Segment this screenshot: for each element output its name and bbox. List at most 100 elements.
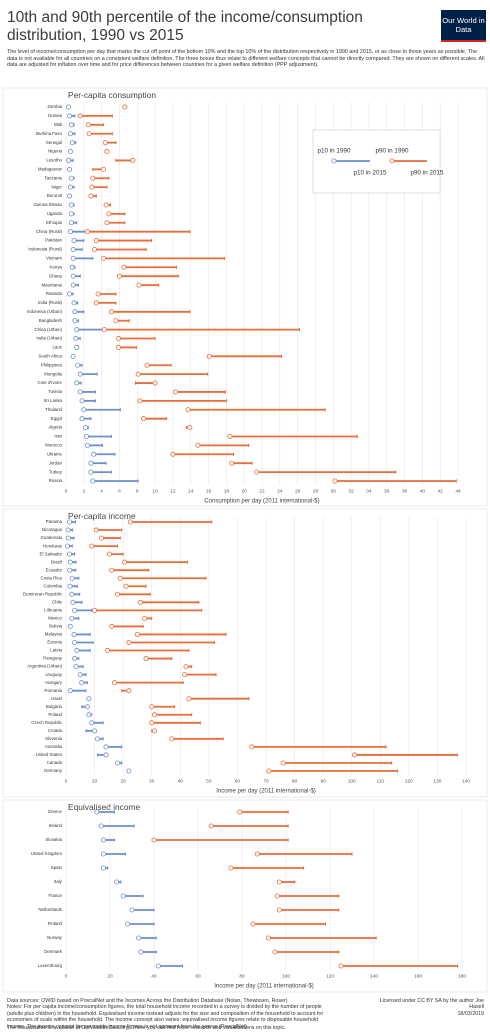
- x-tick-label: 160: [414, 973, 422, 979]
- category-label: Honduras: [43, 543, 63, 548]
- category-label: Ghana: [49, 273, 63, 278]
- start-point: [67, 113, 73, 119]
- category-label: Slovenia: [45, 736, 62, 741]
- start-point: [84, 229, 90, 235]
- start-point: [103, 744, 109, 750]
- category-label: United States: [36, 752, 63, 757]
- start-point: [93, 238, 99, 244]
- category-label: Italy: [54, 879, 63, 884]
- start-point: [68, 122, 74, 128]
- category-label: China (Urban): [34, 327, 62, 332]
- x-tick-label: 40: [151, 973, 157, 979]
- x-tick-label: 40: [420, 488, 426, 494]
- start-point: [250, 921, 256, 927]
- x-tick-label: 20: [107, 973, 113, 979]
- x-tick-label: 30: [331, 488, 337, 494]
- start-point: [77, 389, 83, 395]
- start-point: [93, 300, 99, 306]
- start-point: [66, 551, 72, 557]
- start-point: [98, 823, 104, 829]
- footer-link[interactable]: The visualization is available at OurWor…: [7, 1025, 286, 1031]
- category-label: Chile: [52, 599, 63, 604]
- start-point: [114, 760, 120, 766]
- legend-label: p10 in 2015: [354, 170, 387, 177]
- category-label: Latvia: [50, 648, 62, 653]
- x-tick-label: 2: [82, 488, 85, 494]
- start-point: [101, 327, 107, 333]
- start-point: [69, 140, 75, 146]
- legend-label: p10 in 1990: [318, 148, 351, 155]
- start-point: [152, 712, 158, 718]
- category-label: France: [48, 893, 62, 898]
- category-label: Uganda: [47, 211, 63, 216]
- start-point: [92, 607, 98, 613]
- footer-license: Licensed under CC BY SA by the author Jo…: [368, 998, 484, 1017]
- category-label: South Africa: [38, 353, 62, 358]
- start-point: [117, 575, 123, 581]
- x-tick-label: 80: [239, 973, 245, 979]
- start-point: [70, 599, 76, 605]
- start-point: [229, 460, 235, 466]
- start-point: [103, 202, 109, 208]
- start-point: [130, 157, 136, 163]
- start-point: [67, 291, 73, 297]
- category-label: Luxembourg: [38, 963, 63, 968]
- category-label: Czech Republic: [31, 720, 63, 725]
- start-point: [138, 949, 144, 955]
- category-label: Guatemala: [41, 535, 63, 540]
- start-point: [183, 664, 189, 670]
- start-point: [114, 879, 120, 885]
- category-label: Philippines: [41, 362, 63, 367]
- start-point: [67, 193, 73, 199]
- start-point: [68, 211, 74, 217]
- x-tick-label: 24: [277, 488, 283, 494]
- start-point: [69, 591, 75, 597]
- start-point: [84, 442, 90, 448]
- start-point: [121, 264, 127, 270]
- start-point: [126, 688, 132, 694]
- start-point: [70, 246, 76, 252]
- start-point: [187, 425, 193, 431]
- category-label: Australia: [45, 744, 63, 749]
- category-label: Germany: [44, 768, 63, 773]
- category-label: Romania: [44, 688, 62, 693]
- start-point: [68, 220, 74, 226]
- start-point: [136, 282, 142, 288]
- category-label: Turkey: [49, 469, 63, 474]
- start-point: [86, 131, 92, 137]
- start-point: [338, 963, 344, 969]
- category-label: Bulgaria: [46, 704, 63, 709]
- start-point: [104, 648, 110, 654]
- category-label: Malaysia: [45, 632, 63, 637]
- start-point: [79, 416, 85, 422]
- category-label: Slovakia: [45, 837, 62, 842]
- start-point: [72, 607, 78, 613]
- category-label: Ethiopia: [46, 220, 62, 225]
- start-point: [100, 851, 106, 857]
- category-label: China (Rural): [36, 229, 63, 234]
- category-label: Tunisia: [48, 389, 63, 394]
- start-point: [92, 246, 98, 252]
- start-point: [116, 336, 122, 342]
- start-point: [69, 264, 75, 270]
- panel-title: Per-capita consumption: [68, 90, 156, 100]
- x-tick-label: 6: [118, 488, 121, 494]
- start-point: [72, 309, 78, 315]
- start-point: [77, 672, 83, 678]
- legend-label: p90 in 1990: [376, 148, 409, 155]
- x-tick-label: 20: [242, 488, 248, 494]
- start-point: [108, 309, 114, 315]
- start-point: [106, 211, 112, 217]
- start-point: [137, 599, 143, 605]
- logo[interactable]: Our World in Data: [441, 10, 486, 42]
- start-point: [104, 149, 110, 155]
- start-point: [74, 344, 80, 350]
- start-point: [185, 407, 191, 413]
- category-label: Russia: [49, 478, 63, 483]
- start-point: [88, 460, 94, 466]
- start-point: [94, 736, 100, 742]
- license[interactable]: Licensed under CC BY SA by the author Jo…: [379, 998, 484, 1011]
- start-point: [149, 704, 155, 710]
- start-point: [237, 809, 243, 815]
- start-point: [86, 712, 92, 718]
